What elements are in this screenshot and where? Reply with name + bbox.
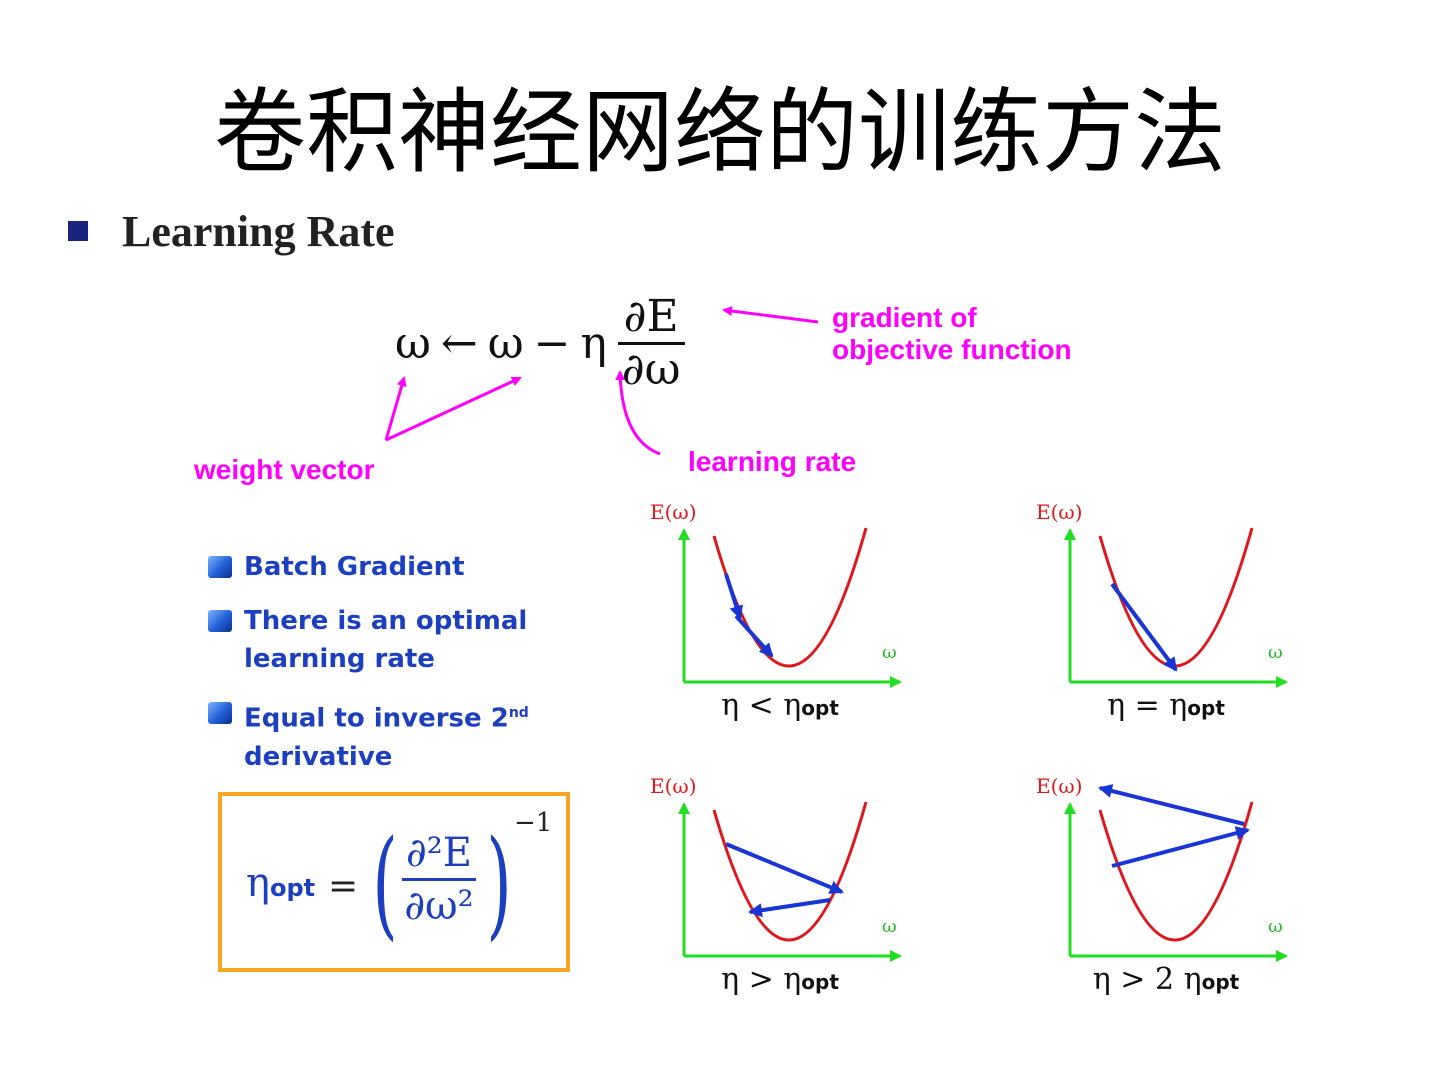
graph-x-label: ω bbox=[882, 916, 897, 937]
graph-y-label: E(ω) bbox=[650, 774, 697, 798]
graph-plot bbox=[1064, 784, 1288, 962]
opt-exponent: −1 bbox=[514, 808, 553, 838]
note-bullet-icon bbox=[208, 702, 232, 724]
graph-eta-greater-than-opt: E(ω) ω η > ηopt bbox=[650, 774, 910, 1034]
formula-lhs: ω bbox=[395, 317, 431, 369]
graph-plot bbox=[678, 527, 902, 688]
formula-eta: η bbox=[580, 317, 607, 369]
weight-vector-annotation: weight vector bbox=[194, 454, 375, 485]
graph-caption: η < ηopt bbox=[721, 688, 839, 723]
opt-open-paren: ( bbox=[372, 814, 398, 952]
note-text: There is an optimal learning rate bbox=[244, 606, 528, 674]
gradient-arrow bbox=[722, 306, 819, 324]
bullet-square-icon bbox=[68, 221, 88, 241]
graph-caption: η > ηopt bbox=[721, 962, 839, 997]
note-item: There is an optimal learning rate bbox=[208, 602, 568, 678]
formula-numerator: ∂E bbox=[623, 290, 679, 342]
learning-rate-annotation: learning rate bbox=[688, 446, 857, 477]
opt-lhs: ηopt bbox=[246, 860, 316, 906]
formula-denominator: ∂ω bbox=[621, 343, 681, 395]
formula-minus: − bbox=[533, 317, 571, 369]
gradient-annotation-line1: gradient of bbox=[832, 302, 977, 333]
graph-y-label: E(ω) bbox=[1036, 500, 1083, 524]
note-text: Equal to inverse 2nd derivative bbox=[244, 703, 529, 772]
gradient-annotation-line2: objective function bbox=[832, 334, 1072, 365]
note-bullet-icon bbox=[208, 556, 232, 578]
gradient-annotation: gradient of objective function bbox=[832, 302, 1072, 366]
note-bullet-icon bbox=[208, 610, 232, 632]
opt-second-derivative-fraction: ∂²E ∂ω² bbox=[402, 828, 476, 931]
formula-arrow: ← bbox=[440, 317, 478, 369]
update-formula: ω ← ω − η ∂E ∂ω bbox=[390, 288, 685, 398]
formula-gradient-fraction: ∂E ∂ω bbox=[617, 290, 685, 395]
note-item: Equal to inverse 2nd derivative bbox=[208, 694, 568, 776]
graph-x-label: ω bbox=[1268, 916, 1283, 937]
formula-w: ω bbox=[487, 317, 524, 369]
graph-plot bbox=[678, 801, 902, 962]
fraction-bar bbox=[617, 341, 685, 345]
graph-x-label: ω bbox=[882, 642, 897, 663]
note-item: Batch Gradient bbox=[208, 548, 568, 586]
opt-equals: = bbox=[328, 866, 359, 907]
graph-eta-greater-than-2opt: E(ω) ω η > 2 ηopt bbox=[1036, 774, 1296, 1034]
graph-y-label: E(ω) bbox=[1036, 774, 1083, 798]
notes-list: Batch Gradient There is an optimal learn… bbox=[208, 548, 568, 792]
graph-eta-less-than-opt: E(ω) ω η < ηopt bbox=[650, 500, 910, 760]
slide-title: 卷积神经网络的训练方法 bbox=[213, 79, 1226, 186]
graph-eta-equals-opt: E(ω) ω η = ηopt bbox=[1036, 500, 1296, 760]
graph-plot bbox=[1064, 527, 1288, 688]
graph-x-label: ω bbox=[1268, 642, 1283, 663]
bullet-learning-rate: Learning Rate bbox=[68, 206, 395, 256]
opt-fraction-bar bbox=[402, 878, 476, 881]
graph-caption: η > 2 ηopt bbox=[1092, 962, 1240, 997]
optimal-rate-box: ηopt = ( ∂²E ∂ω² ) −1 bbox=[218, 792, 570, 972]
bullet-text: Learning Rate bbox=[122, 206, 395, 256]
opt-denominator: ∂ω² bbox=[404, 883, 474, 929]
graph-y-label: E(ω) bbox=[650, 500, 697, 524]
note-text: Batch Gradient bbox=[244, 552, 465, 582]
graph-caption: η = ηopt bbox=[1107, 688, 1225, 723]
opt-numerator: ∂²E bbox=[406, 830, 472, 876]
opt-close-paren: ) bbox=[486, 814, 512, 952]
